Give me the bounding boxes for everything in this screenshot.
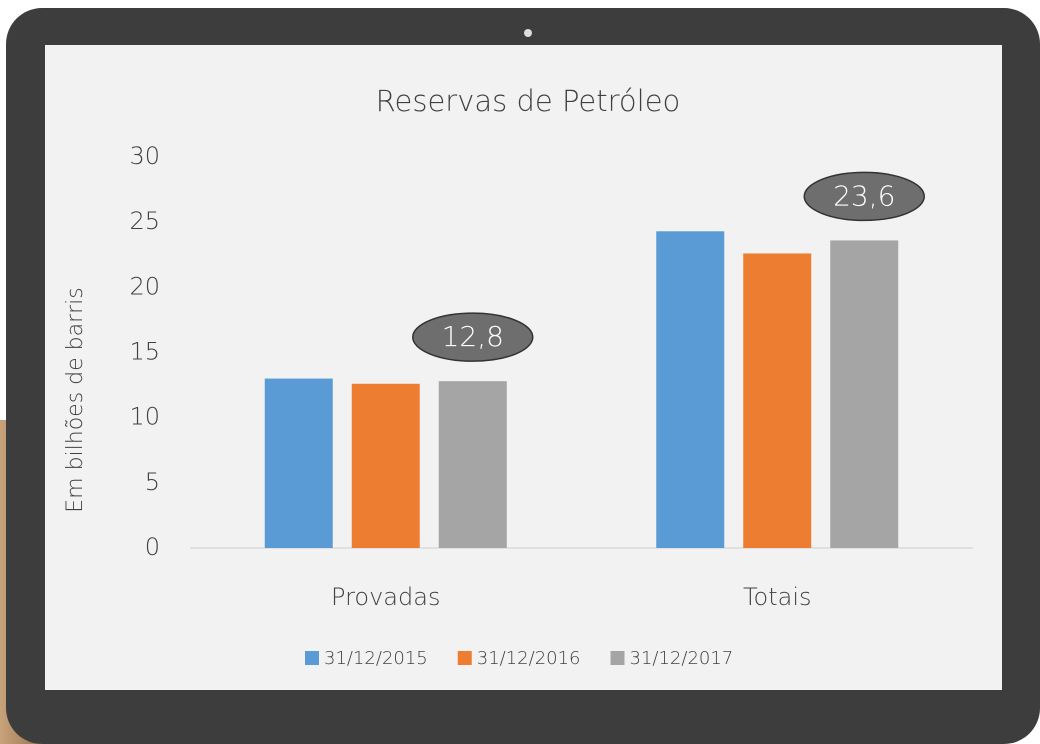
legend-label: 31/12/2017 bbox=[630, 648, 734, 669]
bar bbox=[264, 378, 333, 548]
legend-swatch bbox=[305, 651, 319, 665]
chart-title: Reservas de Petróleo bbox=[376, 84, 681, 118]
y-tick-label: 25 bbox=[129, 207, 160, 235]
bar bbox=[438, 381, 507, 548]
y-tick-label: 30 bbox=[129, 142, 160, 170]
y-tick-label: 15 bbox=[129, 338, 160, 366]
camera bbox=[524, 29, 532, 37]
legend-label: 31/12/2016 bbox=[477, 648, 581, 669]
legend-label: 31/12/2015 bbox=[324, 648, 428, 669]
bar bbox=[830, 240, 899, 548]
x-tick-label: Totais bbox=[743, 583, 812, 611]
legend-swatch bbox=[610, 651, 625, 665]
value-label-bubble bbox=[412, 312, 534, 362]
value-label-bubble bbox=[803, 171, 925, 222]
y-tick-label: 0 bbox=[145, 533, 160, 561]
y-tick-label: 20 bbox=[129, 272, 160, 300]
y-tick-label: 5 bbox=[145, 468, 160, 496]
y-tick-label: 10 bbox=[129, 403, 160, 431]
bar bbox=[743, 253, 812, 549]
bar bbox=[351, 383, 420, 548]
legend-swatch bbox=[457, 651, 472, 665]
y-axis-label: Em bilhões de barris bbox=[63, 287, 88, 513]
value-label: 12,8 bbox=[442, 320, 504, 353]
x-tick-label: Provadas bbox=[331, 583, 440, 611]
bar bbox=[656, 231, 725, 549]
value-label: 23,6 bbox=[833, 179, 895, 212]
